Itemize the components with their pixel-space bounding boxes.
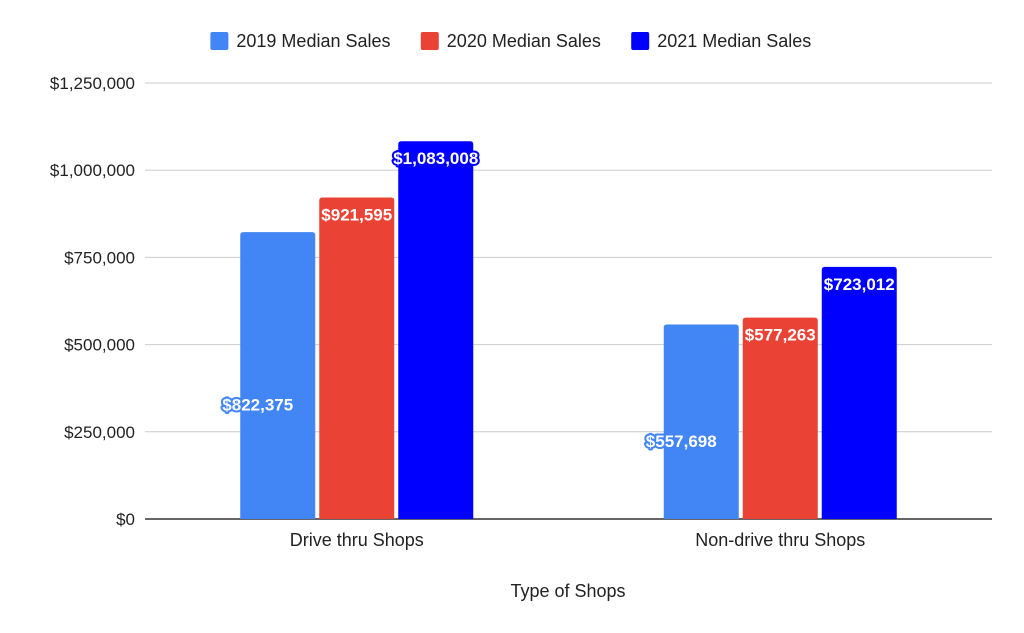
legend-label: 2021 Median Sales — [657, 31, 811, 51]
legend-item: 2021 Median Sales — [631, 31, 811, 51]
data-label: $723,012 — [824, 275, 895, 294]
y-tick-label: $1,250,000 — [50, 74, 135, 93]
y-tick-label: $0 — [116, 510, 135, 529]
data-label: $577,263 — [745, 326, 816, 345]
y-tick-label: $1,000,000 — [50, 161, 135, 180]
legend-swatch — [631, 32, 650, 50]
legend-swatch — [210, 32, 229, 50]
legend-label: 2020 Median Sales — [447, 31, 601, 51]
bar — [319, 197, 395, 519]
legend-item: 2020 Median Sales — [420, 31, 601, 51]
x-axis-title: Type of Shops — [510, 581, 625, 601]
bars — [240, 141, 897, 520]
bar — [663, 324, 739, 519]
legend: 2019 Median Sales 2020 Median Sales 2021 M… — [210, 31, 811, 51]
x-category-label: Drive thru Shops — [290, 530, 424, 550]
bar — [742, 317, 818, 519]
bar — [821, 266, 897, 519]
x-category-label: Non-drive thru Shops — [695, 530, 865, 550]
y-tick-label: $250,000 — [64, 423, 135, 442]
bar — [398, 141, 474, 519]
data-label: $921,595 — [321, 206, 392, 225]
x-axis-categories: Drive thru Shops Non-drive thru Shops — [290, 530, 866, 550]
data-labels: $822,375 $921,595 $1,083,008 $557,698 $577,2… — [220, 147, 896, 453]
legend-item: 2019 Median Sales — [210, 31, 391, 51]
data-label: $822,375 — [222, 395, 293, 414]
legend-swatch — [420, 32, 439, 50]
bar — [240, 232, 316, 520]
y-tick-label: $750,000 — [64, 248, 135, 267]
y-axis-ticks: $0 $250,000 $500,000 $750,000 $1,000,000 $1,2… — [50, 74, 135, 529]
data-label: $557,698 — [646, 432, 717, 451]
y-tick-label: $500,000 — [64, 336, 135, 355]
data-label: $1,083,008 — [393, 149, 478, 168]
legend-label: 2019 Median Sales — [236, 31, 390, 51]
